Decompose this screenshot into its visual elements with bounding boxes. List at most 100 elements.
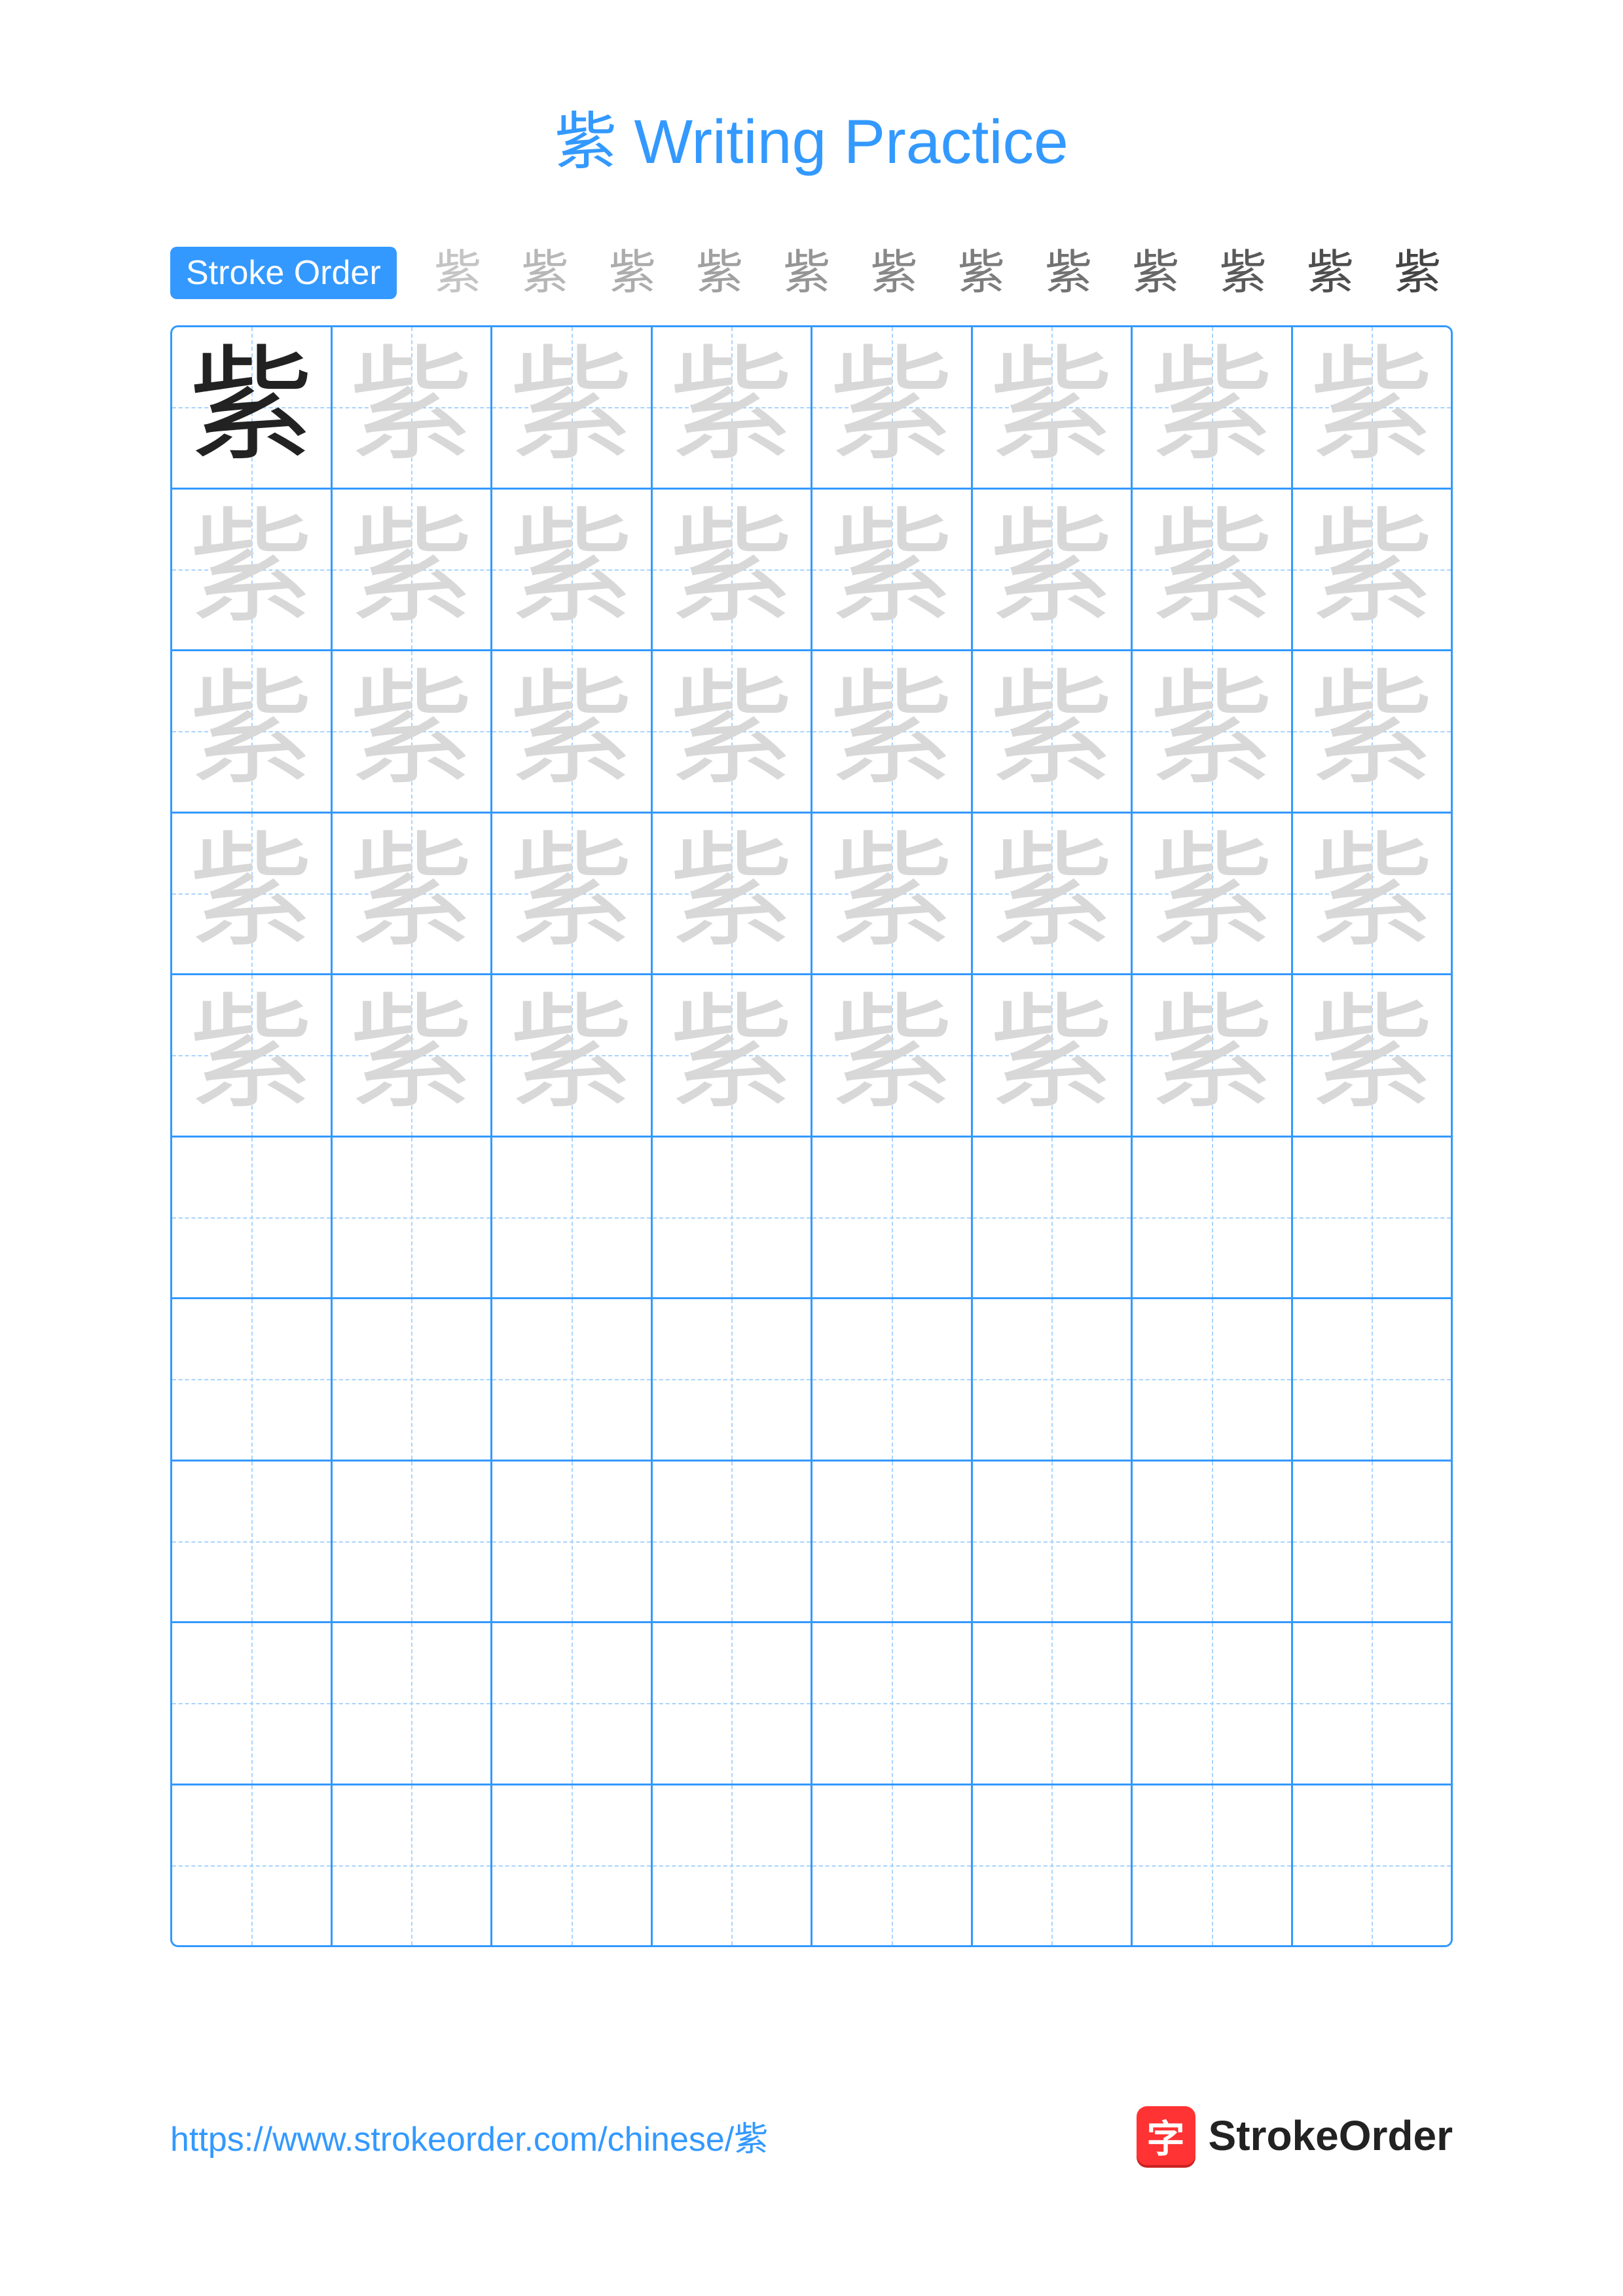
grid-cell xyxy=(172,1785,333,1946)
trace-character: 紫 xyxy=(830,669,954,793)
grid-cell: 紫 xyxy=(1293,327,1451,488)
grid-cell xyxy=(1293,1785,1451,1946)
stroke-step: 紫 xyxy=(522,249,569,296)
grid-cell: 紫 xyxy=(812,490,973,650)
grid-cell: 紫 xyxy=(1293,814,1451,974)
trace-character: 紫 xyxy=(989,669,1114,793)
grid-cell: 紫 xyxy=(812,327,973,488)
grid-cell xyxy=(492,1138,653,1298)
grid-cell: 紫 xyxy=(172,490,333,650)
grid-cell xyxy=(492,1299,653,1460)
grid-cell: 紫 xyxy=(812,814,973,974)
grid-cell: 紫 xyxy=(653,651,813,812)
trace-character: 紫 xyxy=(509,345,634,469)
trace-character: 紫 xyxy=(1150,507,1274,632)
grid-cell xyxy=(1293,1623,1451,1784)
trace-character: 紫 xyxy=(1309,507,1434,632)
grid-cell: 紫 xyxy=(333,814,493,974)
grid-cell: 紫 xyxy=(333,327,493,488)
practice-grid: 紫紫紫紫紫紫紫紫紫紫紫紫紫紫紫紫紫紫紫紫紫紫紫紫紫紫紫紫紫紫紫紫紫紫紫紫紫紫紫紫 xyxy=(170,325,1453,1947)
stroke-step: 紫 xyxy=(1307,249,1354,296)
grid-cell: 紫 xyxy=(333,975,493,1136)
trace-character: 紫 xyxy=(669,831,793,956)
trace-character: 紫 xyxy=(830,831,954,956)
grid-cell xyxy=(973,1138,1133,1298)
grid-cell xyxy=(172,1299,333,1460)
trace-character: 紫 xyxy=(1150,669,1274,793)
grid-cell xyxy=(492,1462,653,1622)
grid-cell xyxy=(333,1462,493,1622)
stroke-step: 紫 xyxy=(1220,249,1267,296)
grid-cell: 紫 xyxy=(172,814,333,974)
grid-cell xyxy=(653,1462,813,1622)
footer: https://www.strokeorder.com/chinese/紫 字 … xyxy=(170,2106,1453,2165)
grid-cell xyxy=(973,1785,1133,1946)
stroke-step: 紫 xyxy=(1045,249,1092,296)
grid-cell xyxy=(1133,1462,1293,1622)
trace-character: 紫 xyxy=(669,993,793,1117)
grid-cell: 紫 xyxy=(1133,490,1293,650)
grid-row xyxy=(172,1462,1451,1624)
grid-cell: 紫 xyxy=(973,651,1133,812)
grid-cell: 紫 xyxy=(653,975,813,1136)
trace-character: 紫 xyxy=(1309,831,1434,956)
trace-character: 紫 xyxy=(349,831,473,956)
grid-row: 紫紫紫紫紫紫紫紫 xyxy=(172,651,1451,814)
grid-cell: 紫 xyxy=(172,651,333,812)
grid-cell xyxy=(1133,1299,1293,1460)
trace-character: 紫 xyxy=(989,345,1114,469)
grid-cell: 紫 xyxy=(333,490,493,650)
stroke-order-row: Stroke Order 紫紫紫紫紫紫紫紫紫紫紫紫 xyxy=(170,247,1453,299)
stroke-step: 紫 xyxy=(783,249,830,296)
grid-cell xyxy=(812,1138,973,1298)
grid-cell xyxy=(492,1623,653,1784)
stroke-step: 紫 xyxy=(696,249,743,296)
trace-character: 紫 xyxy=(509,507,634,632)
trace-character: 紫 xyxy=(1309,993,1434,1117)
grid-cell xyxy=(1293,1462,1451,1622)
grid-cell xyxy=(812,1462,973,1622)
trace-character: 紫 xyxy=(1309,345,1434,469)
stroke-step: 紫 xyxy=(958,249,1005,296)
trace-character: 紫 xyxy=(189,507,314,632)
grid-cell: 紫 xyxy=(653,814,813,974)
grid-cell xyxy=(172,1138,333,1298)
grid-row xyxy=(172,1623,1451,1785)
grid-cell: 紫 xyxy=(1293,490,1451,650)
grid-cell: 紫 xyxy=(1293,975,1451,1136)
grid-cell xyxy=(812,1785,973,1946)
stroke-step: 紫 xyxy=(434,249,481,296)
stroke-step: 紫 xyxy=(1132,249,1179,296)
grid-row xyxy=(172,1785,1451,1946)
grid-cell xyxy=(333,1623,493,1784)
grid-cell xyxy=(812,1623,973,1784)
trace-character: 紫 xyxy=(989,507,1114,632)
page-title: 紫 Writing Practice xyxy=(170,92,1453,181)
footer-url: https://www.strokeorder.com/chinese/紫 xyxy=(170,2111,768,2161)
grid-cell: 紫 xyxy=(973,327,1133,488)
trace-character: 紫 xyxy=(830,345,954,469)
grid-cell xyxy=(653,1785,813,1946)
trace-character: 紫 xyxy=(349,507,473,632)
trace-character: 紫 xyxy=(1150,345,1274,469)
trace-character: 紫 xyxy=(349,993,473,1117)
trace-character: 紫 xyxy=(830,993,954,1117)
grid-cell: 紫 xyxy=(172,975,333,1136)
brand-text: StrokeOrder xyxy=(1209,2111,1453,2160)
grid-cell xyxy=(973,1299,1133,1460)
trace-character: 紫 xyxy=(669,669,793,793)
trace-character: 紫 xyxy=(509,831,634,956)
grid-cell xyxy=(333,1299,493,1460)
grid-cell: 紫 xyxy=(1133,814,1293,974)
grid-row: 紫紫紫紫紫紫紫紫 xyxy=(172,490,1451,652)
trace-character: 紫 xyxy=(189,831,314,956)
grid-cell: 紫 xyxy=(973,490,1133,650)
grid-cell xyxy=(1133,1138,1293,1298)
trace-character: 紫 xyxy=(189,993,314,1117)
trace-character: 紫 xyxy=(830,507,954,632)
grid-row xyxy=(172,1138,1451,1300)
grid-cell: 紫 xyxy=(492,975,653,1136)
grid-cell xyxy=(653,1138,813,1298)
brand-icon: 字 xyxy=(1137,2106,1195,2165)
grid-cell: 紫 xyxy=(812,975,973,1136)
